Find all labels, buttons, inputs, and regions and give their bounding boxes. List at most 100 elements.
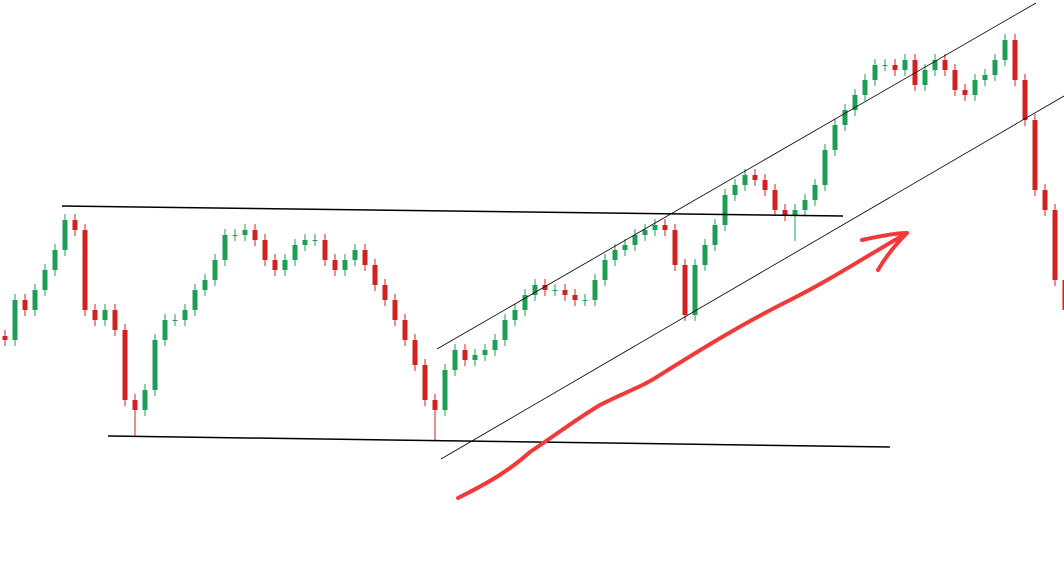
candle-body — [822, 150, 828, 185]
candle-body — [712, 225, 718, 245]
candle-body — [442, 370, 448, 410]
candle-body — [362, 250, 368, 265]
candle-body — [42, 270, 48, 290]
candle-body — [72, 220, 78, 230]
candle-body — [502, 320, 508, 340]
candle-body — [162, 320, 168, 340]
candle-body — [282, 260, 288, 270]
candle-body — [202, 280, 208, 290]
candle-body — [652, 225, 658, 230]
candle-body — [332, 260, 338, 270]
trend-lines — [61, 2, 1064, 460]
candle-body — [992, 60, 998, 75]
candle-body — [522, 295, 528, 310]
candle-body — [352, 250, 358, 260]
candle-body — [402, 320, 408, 340]
candle-body — [922, 70, 928, 85]
candle-body — [92, 310, 98, 320]
candle-body — [762, 180, 768, 190]
candle-body — [392, 300, 398, 320]
candle-body — [492, 340, 498, 350]
candle-body — [472, 355, 478, 360]
candle-body — [102, 310, 108, 320]
candle-body — [1012, 40, 1018, 80]
resistance-line — [61, 205, 844, 217]
candle-body — [262, 240, 268, 260]
candle-body — [802, 200, 808, 210]
candles — [2, 34, 1064, 441]
candle-body — [832, 125, 838, 150]
candle-body — [622, 245, 628, 250]
candle-body — [842, 110, 848, 125]
candle-body — [122, 330, 128, 400]
candle-body — [482, 350, 488, 355]
candle-body — [672, 230, 678, 265]
candle-body — [542, 285, 548, 290]
candle-body — [12, 300, 18, 340]
candle-body — [692, 265, 698, 315]
arrow-head — [860, 231, 909, 272]
candle-body — [212, 260, 218, 280]
candle-body — [292, 245, 298, 260]
candle-body — [982, 75, 988, 80]
candle-body — [382, 285, 388, 300]
candle-body — [582, 300, 588, 301]
candle-body — [1022, 80, 1028, 120]
candle-body — [892, 65, 898, 70]
candle-body — [232, 235, 238, 236]
candle-body — [772, 190, 778, 210]
candle-body — [2, 336, 8, 340]
candle-body — [962, 90, 968, 95]
candle-body — [132, 400, 138, 410]
candle-body — [572, 295, 578, 300]
candle-body — [322, 240, 328, 260]
candle-body — [182, 310, 188, 320]
candle-body — [972, 80, 978, 95]
channel-upper — [436, 2, 1037, 350]
candle-body — [32, 290, 38, 310]
candle-body — [602, 260, 608, 280]
candle-body — [272, 260, 278, 270]
candle-body — [862, 80, 868, 95]
candle-body — [242, 230, 248, 235]
candle-body — [612, 250, 618, 260]
candle-body — [422, 365, 428, 400]
candle-body — [952, 70, 958, 90]
candle-body — [152, 340, 158, 390]
candle-body — [702, 245, 708, 265]
candle-body — [142, 390, 148, 410]
support-line — [107, 435, 891, 448]
candle-body — [902, 60, 908, 70]
candle-body — [562, 290, 568, 295]
candle-body — [252, 230, 258, 240]
candle-body — [722, 195, 728, 225]
arrow-shaft — [456, 231, 909, 500]
candle-body — [172, 320, 178, 321]
candle-body — [852, 95, 858, 110]
candle-body — [732, 185, 738, 195]
candle-body — [412, 340, 418, 365]
candle-body — [22, 300, 28, 310]
candle-body — [932, 60, 938, 70]
candle-body — [452, 350, 458, 370]
candle-body — [662, 225, 668, 230]
candle-body — [462, 350, 468, 360]
candle-body — [642, 230, 648, 235]
candle-body — [112, 310, 118, 330]
candle-body — [682, 265, 688, 315]
arrow — [456, 231, 909, 500]
candle-body — [1052, 210, 1058, 280]
candle-body — [302, 240, 308, 245]
candle-body — [812, 185, 818, 200]
candle-body — [942, 60, 948, 70]
candle-body — [82, 230, 88, 310]
candle-body — [192, 290, 198, 310]
candle-body — [372, 265, 378, 285]
candle-body — [52, 250, 58, 270]
candle-body — [752, 175, 758, 180]
candle-body — [1032, 120, 1038, 190]
candle-body — [532, 285, 538, 295]
candle-body — [872, 65, 878, 80]
candle-body — [592, 280, 598, 300]
